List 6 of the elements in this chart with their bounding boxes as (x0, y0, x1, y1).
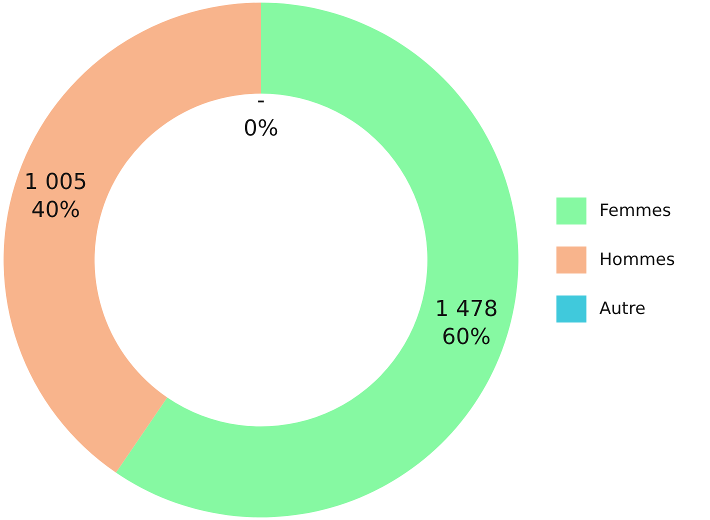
data-label: 1 005 40% (24, 170, 88, 224)
legend-label: Hommes (599, 250, 676, 270)
legend-label: Autre (599, 299, 646, 319)
data-label: 1 478 60% (434, 296, 498, 350)
text: - 0% (244, 88, 278, 142)
legend-label: Femmes (599, 201, 672, 221)
